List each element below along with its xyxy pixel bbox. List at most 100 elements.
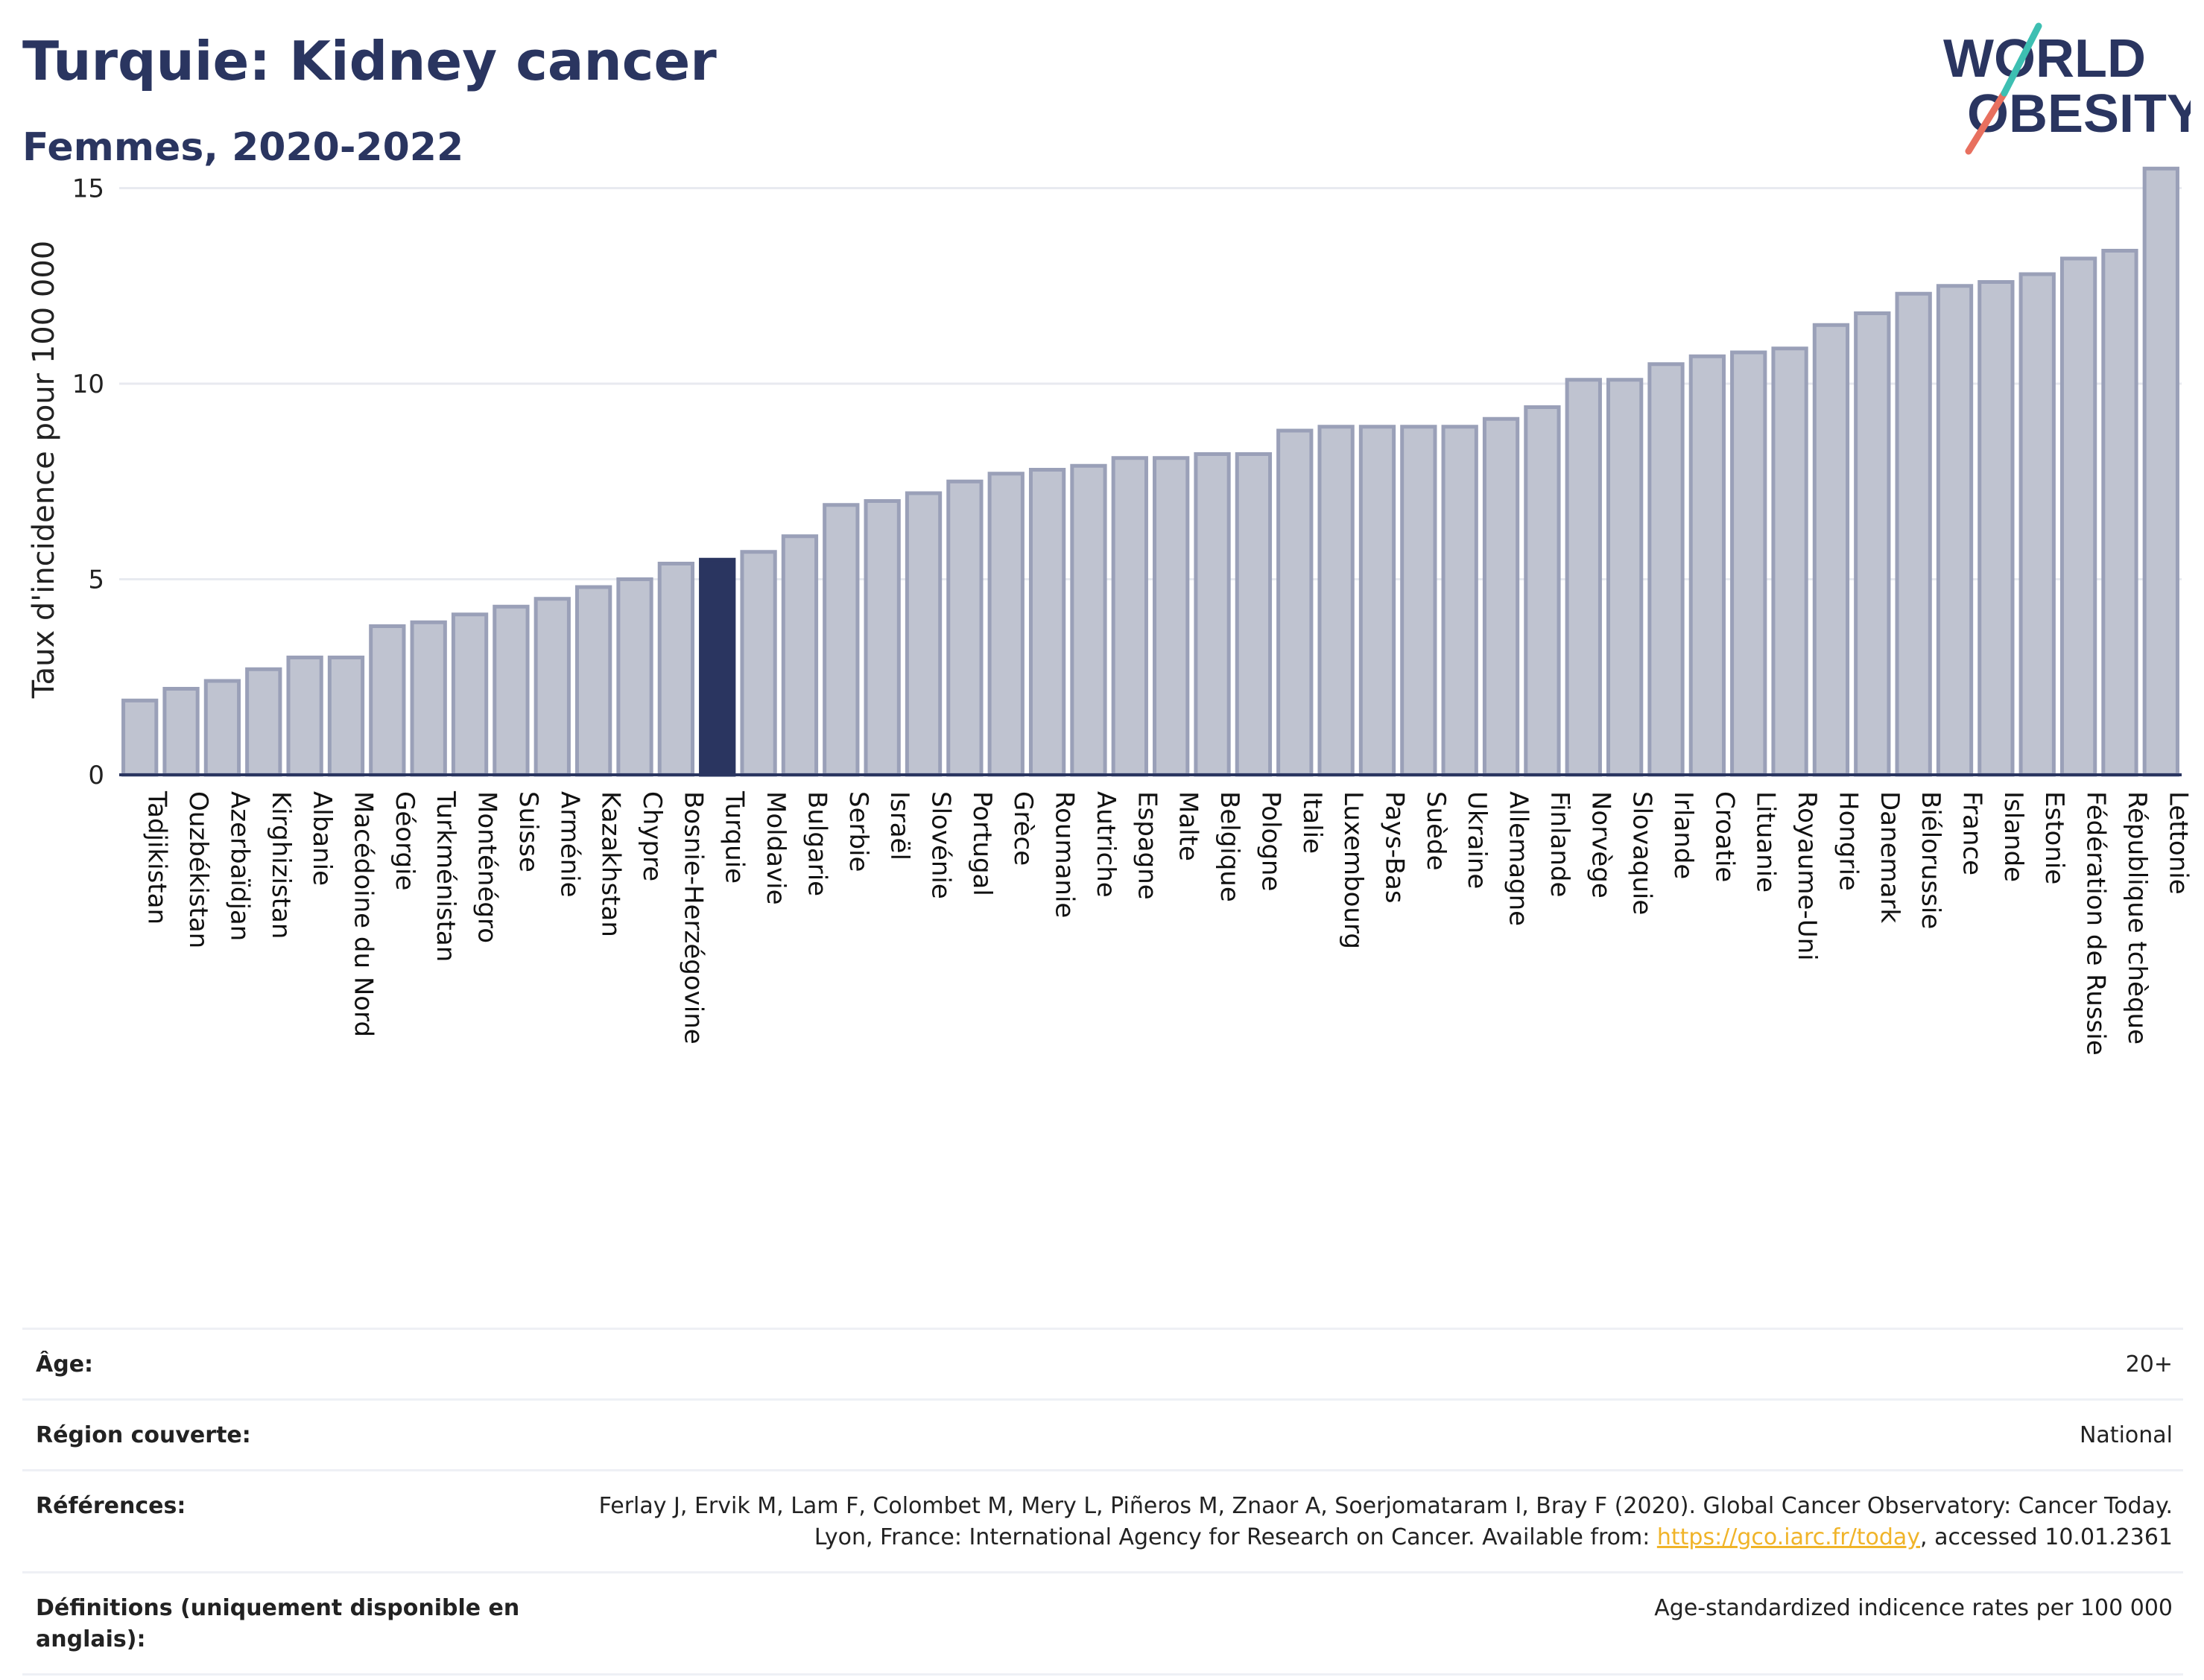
y-tick-label: 10 [72, 370, 104, 399]
x-tick-label: Pays-Bas [1379, 791, 1409, 904]
bar-roumanie [1028, 468, 1066, 777]
x-tick-label: Autriche [1091, 791, 1121, 898]
x-tick-label: Lettonie [2163, 791, 2193, 895]
bar-malte [1153, 456, 1190, 777]
x-tick-label: Ouzbékistan [183, 791, 213, 948]
bar-f-d-ration-de-russie [2059, 256, 2097, 777]
references-text: Ferlay J, Ervik M, Lam F, Colombet M, Me… [598, 1493, 2173, 1550]
bar-moldavie [740, 550, 777, 777]
y-axis-label: Taux d'incidence pour 100 000 [27, 241, 61, 699]
bar-croatie [1688, 354, 1726, 777]
x-tick-label: Serbie [843, 791, 873, 872]
x-tick-label: Chypre [637, 791, 667, 881]
x-tick-label: Lituanie [1751, 791, 1781, 893]
bar-g-orgie [369, 624, 406, 777]
x-tick-label: Hongrie [1833, 791, 1863, 891]
bar-portugal [946, 479, 984, 777]
bar-mont-n-gro [451, 612, 489, 777]
bar-mac-doine-du-nord [327, 656, 365, 777]
bar-estonie [2018, 272, 2056, 777]
bar-pologne [1235, 452, 1273, 777]
bar-turquie [699, 557, 736, 777]
references-accessed: , accessed 10.01.2361 [1920, 1524, 2173, 1550]
bar-bi-lorussie [1895, 291, 1932, 777]
references-link[interactable]: https://gco.iarc.fr/today [1656, 1524, 1921, 1550]
bar-chart: 0 5 10 15 Taux d'incidence pour 100 000 Tadji… [27, 166, 2193, 1056]
x-tick-label: Allemagne [1504, 791, 1533, 926]
bar-lituanie [1730, 350, 1767, 777]
x-tick-label: Kirghizistan [266, 791, 296, 939]
bar-kirghizistan [245, 667, 282, 777]
x-tick-label: République tchèque [2122, 791, 2152, 1045]
x-tick-label: Moldavie [761, 791, 791, 905]
logo-slash-coral [1965, 89, 2008, 155]
bar-belgique [1194, 452, 1231, 777]
x-tick-label: Grèce [1008, 791, 1038, 866]
bar-azerba-djan [203, 679, 241, 777]
bar-gr-ce [987, 472, 1025, 777]
x-tick-label: Suisse [513, 791, 543, 872]
bar-lettonie [2142, 166, 2179, 777]
bar-allemagne [1482, 416, 1520, 777]
bar-kazakhstan [574, 585, 612, 777]
x-tick-label: Fédération de Russie [2081, 791, 2111, 1056]
meta-references-value: Ferlay J, Ervik M, Lam F, Colombet M, Me… [571, 1491, 2173, 1553]
bar-bulgarie [781, 534, 819, 777]
x-tick-label: Belgique [1215, 791, 1244, 902]
x-tick-label: Suède [1421, 791, 1451, 871]
bar-islande [1977, 280, 2015, 777]
logo-slash-teal [2001, 22, 2042, 97]
meta-row-age: Âge: 20+ [22, 1328, 2183, 1398]
x-tick-label: Pologne [1255, 791, 1285, 891]
metadata-table: Âge: 20+ Région couverte: National Référ… [22, 1328, 2183, 1676]
bar-royaume-uni [1771, 346, 1808, 777]
bar-norv-ge [1565, 378, 1602, 777]
bar-albanie [286, 656, 323, 777]
meta-row-region: Région couverte: National [22, 1398, 2183, 1469]
meta-references-label: Références: [36, 1493, 186, 1519]
x-tick-label: France [1957, 791, 1987, 875]
bar-ukraine [1441, 425, 1478, 777]
bar-luxembourg [1317, 425, 1355, 777]
x-tick-label: Bulgarie [802, 791, 832, 896]
bar-r-publique-tch-que [2101, 249, 2138, 777]
y-tick-label: 15 [72, 174, 104, 204]
meta-row-references: Références: Ferlay J, Ervik M, Lam F, Co… [22, 1469, 2183, 1571]
meta-definitions-value: Age-standardized indicence rates per 100… [1654, 1595, 2173, 1621]
x-tick-label: Biélorussie [1916, 791, 1945, 929]
x-tick-label: Roumanie [1050, 791, 1080, 918]
y-tick-label: 0 [88, 761, 104, 790]
x-tick-label: Islande [1998, 791, 2028, 882]
x-tick-label: Bosnie-Herzégovine [678, 791, 708, 1045]
x-tick-label: Finlande [1545, 791, 1574, 897]
x-tick-label: Royaume-Uni [1792, 791, 1822, 961]
bar-suisse [493, 604, 530, 777]
bar-chypre [616, 577, 653, 777]
bar-arm-nie [533, 597, 571, 777]
bar-tadjikistan [121, 698, 159, 777]
bar-irlande [1647, 362, 1685, 777]
x-tick-label: Arménie [554, 791, 584, 898]
x-tick-label: Turkménistan [431, 790, 460, 962]
x-tick-label: Albanie [307, 791, 337, 886]
x-tick-label: Ukraine [1462, 791, 1492, 889]
bar-isra-l [864, 499, 901, 777]
x-tick-label: Danemark [1875, 791, 1904, 923]
bar-autriche [1070, 463, 1107, 777]
meta-age-label: Âge: [36, 1351, 94, 1378]
bar-turkm-nistan [410, 620, 447, 777]
x-tick-label: Macédoine du Nord [348, 791, 378, 1037]
bar-espagne [1111, 456, 1148, 777]
x-tick-label: Slovénie [926, 791, 956, 899]
x-tick-label: Espagne [1132, 791, 1162, 900]
bar-italie [1276, 428, 1314, 777]
x-tick-label: Tadjikistan [142, 790, 172, 925]
bar-bosnie-herz-govine [657, 562, 695, 777]
x-tick-label: Portugal [967, 791, 997, 896]
x-tick-label: Irlande [1668, 791, 1698, 879]
bar-danemark [1854, 311, 1891, 777]
x-tick-label: Luxembourg [1338, 791, 1368, 949]
y-tick-label: 5 [88, 565, 104, 595]
meta-region-value: National [2079, 1422, 2173, 1448]
logo-text-world: WORLD [1943, 29, 2146, 89]
